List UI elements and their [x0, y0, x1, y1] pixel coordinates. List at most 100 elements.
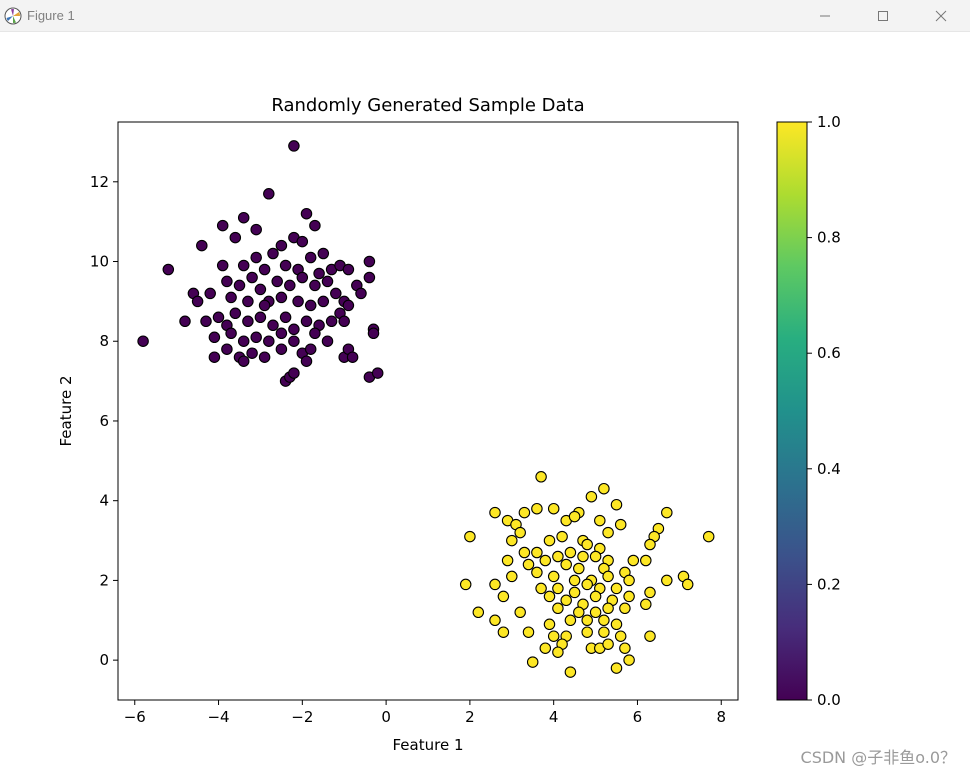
scatter-point-0-1 — [263, 188, 275, 200]
maximize-icon — [878, 10, 888, 21]
x-tick-label: −2 — [291, 708, 313, 726]
scatter-point-1-54 — [489, 578, 501, 591]
scatter-point-0-19 — [279, 259, 292, 272]
scatter-point-0-80 — [208, 351, 221, 363]
scatter-point-0-81 — [221, 343, 233, 355]
scatter-point-1-101 — [623, 654, 635, 666]
window-titlebar: Figure 1 — [0, 0, 970, 32]
scatter-point-0-74 — [275, 327, 288, 340]
y-tick-label: 2 — [99, 571, 109, 589]
scatter-point-0-15 — [237, 259, 250, 272]
points-layer — [137, 140, 715, 678]
scatter-point-1-6 — [531, 502, 543, 515]
figure-canvas[interactable]: −6 −4 −2 0 2 4 6 8 0 2 4 6 8 10 12 Randomly Generated… — [0, 32, 970, 776]
scatter-point-1-37 — [501, 554, 514, 567]
scatter-point-1-91 — [614, 630, 627, 642]
y-axis-label: Feature 2 — [57, 376, 75, 447]
scatter-point-1-92 — [644, 630, 656, 642]
scatter-point-1-23 — [506, 534, 518, 547]
scatter-point-1-60 — [610, 582, 623, 595]
scatter-point-0-18 — [267, 247, 279, 260]
maximize-button[interactable] — [854, 0, 912, 31]
scatter-point-1-90 — [598, 626, 610, 638]
close-button[interactable] — [912, 0, 970, 31]
scatter-point-0-84 — [258, 351, 271, 363]
scatter-point-1-34 — [589, 550, 602, 563]
scatter-point-1-52 — [661, 574, 673, 587]
scatter-point-0-4 — [309, 219, 321, 232]
scatter-point-0-72 — [250, 331, 262, 344]
scatter-point-1-68 — [589, 590, 602, 603]
scatter-point-0-49 — [292, 295, 304, 308]
colorbar-tick-label: 0.6 — [817, 344, 841, 362]
scatter-point-1-31 — [552, 550, 564, 563]
scatter-point-1-89 — [581, 626, 593, 638]
scatter-point-1-71 — [552, 602, 564, 615]
minimize-icon — [820, 15, 830, 16]
scatter-point-0-55 — [212, 311, 225, 324]
scatter-point-0-35 — [309, 279, 321, 292]
scatter-point-0-6 — [216, 219, 229, 232]
scatter-point-0-0 — [288, 140, 300, 152]
scatter-point-1-17 — [514, 526, 526, 539]
scatter-point-0-54 — [200, 315, 212, 328]
minimize-button[interactable] — [796, 0, 854, 31]
scatter-point-0-73 — [263, 335, 275, 347]
scatter-point-0-5 — [250, 223, 262, 236]
scatter-point-1-70 — [623, 590, 635, 603]
window-title: Figure 1 — [27, 8, 75, 23]
scatter-point-0-67 — [179, 315, 191, 328]
scatter-point-1-102 — [610, 662, 623, 674]
scatter-point-1-82 — [610, 618, 623, 631]
scatter-point-0-71 — [237, 335, 250, 347]
scatter-point-1-46 — [531, 566, 543, 579]
scatter-point-0-59 — [267, 319, 279, 332]
scatter-point-1-98 — [619, 642, 631, 654]
scatter-point-0-69 — [208, 331, 221, 344]
scatter-point-1-9 — [489, 506, 501, 519]
scatter-point-1-81 — [598, 614, 610, 627]
x-tick-label: 0 — [381, 708, 391, 726]
scatter-point-0-10 — [196, 239, 208, 252]
colorbar-tick-label: 0.4 — [817, 460, 841, 478]
scatter-point-0-37 — [330, 287, 342, 300]
y-tick-label: 0 — [99, 651, 109, 669]
scatter-point-1-57 — [568, 586, 581, 599]
y-tick-label: 12 — [90, 173, 109, 191]
scatter-point-0-2 — [237, 211, 250, 224]
scatter-point-1-77 — [472, 606, 485, 619]
axes-frame — [117, 121, 739, 701]
scatter-point-0-45 — [225, 291, 237, 304]
scatter-point-1-5 — [518, 506, 531, 519]
scatter-point-1-58 — [581, 578, 593, 591]
scatter-point-0-22 — [313, 267, 325, 280]
watermark: CSDN @子非鱼o.0？ — [800, 748, 956, 767]
x-tick-label: −6 — [124, 708, 146, 726]
scatter-point-0-95 — [288, 367, 300, 379]
close-icon — [935, 10, 947, 21]
scatter-point-1-45 — [506, 570, 518, 583]
scatter-point-0-62 — [300, 315, 313, 328]
scatter-point-1-84 — [543, 618, 556, 631]
matplotlib-logo-icon — [3, 6, 23, 26]
scatter-point-0-97 — [371, 367, 384, 379]
scatter-point-0-61 — [288, 323, 300, 336]
scatter-point-0-57 — [242, 315, 254, 328]
scatter-point-1-18 — [556, 530, 568, 543]
scatter-point-0-77 — [321, 335, 334, 347]
scatter-point-1-55 — [535, 582, 547, 595]
scatter-point-1-75 — [619, 602, 631, 615]
scatter-point-1-44 — [640, 554, 652, 567]
scatter-point-1-103 — [564, 666, 577, 678]
x-tick-label: 2 — [465, 708, 475, 726]
scatter-point-1-79 — [564, 614, 577, 627]
scatter-point-1-87 — [547, 630, 560, 642]
scatter-point-0-25 — [342, 263, 355, 276]
x-tick-label: 8 — [716, 708, 726, 726]
scatter-point-0-14 — [216, 259, 229, 272]
scatter-point-1-80 — [581, 614, 593, 627]
scatter-point-0-56 — [229, 307, 242, 320]
x-tick-label: 4 — [549, 708, 559, 726]
x-tick-label: −4 — [207, 708, 229, 726]
scatter-point-1-3 — [610, 498, 623, 511]
